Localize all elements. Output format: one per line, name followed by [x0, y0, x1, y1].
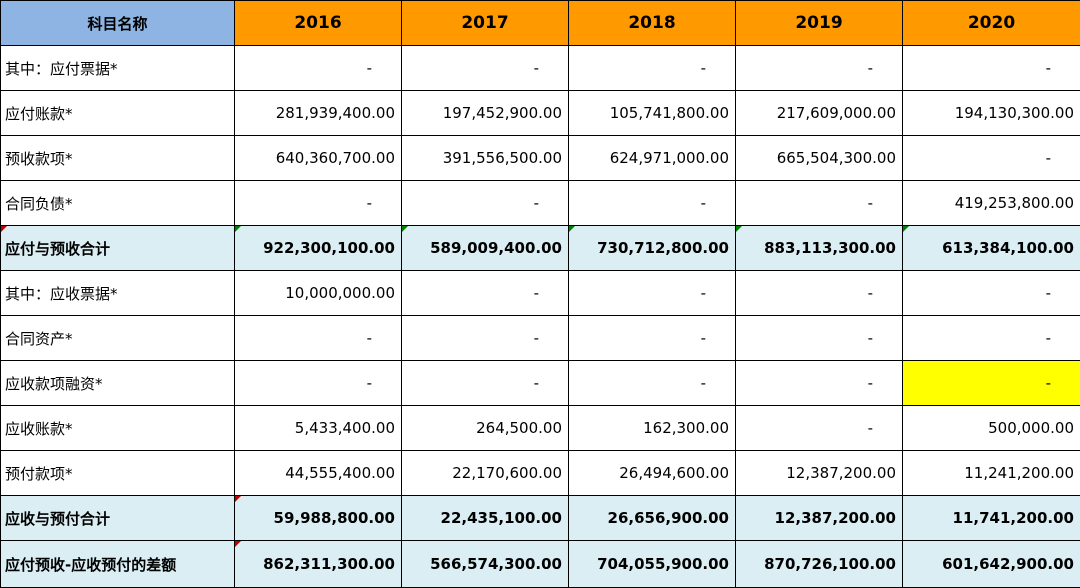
value-cell[interactable]: -: [903, 46, 1080, 91]
value-cell[interactable]: 601,642,900.00: [903, 541, 1080, 588]
header-year-2020[interactable]: 2020: [903, 1, 1080, 46]
header-year-2016[interactable]: 2016: [235, 1, 402, 46]
value-cell[interactable]: 640,360,700.00: [235, 136, 402, 181]
value-cell[interactable]: -: [402, 361, 569, 406]
value-cell[interactable]: 862,311,300.00: [235, 541, 402, 588]
value-cell[interactable]: -: [235, 46, 402, 91]
value-cell[interactable]: 26,656,900.00: [569, 496, 736, 541]
value-cell[interactable]: -: [402, 46, 569, 91]
value-cell[interactable]: -: [569, 271, 736, 316]
value-cell[interactable]: 624,971,000.00: [569, 136, 736, 181]
row-label-cell[interactable]: 其中：应付票据*: [1, 46, 235, 91]
table-row: 应收账款* 5,433,400.00 264,500.00 162,300.00…: [1, 406, 1080, 451]
row-label-cell[interactable]: 合同负债*: [1, 181, 235, 226]
value-cell[interactable]: 665,504,300.00: [736, 136, 903, 181]
value-cell[interactable]: 22,435,100.00: [402, 496, 569, 541]
value-cell[interactable]: -: [903, 271, 1080, 316]
value-cell[interactable]: -: [736, 406, 903, 451]
value-cell[interactable]: 613,384,100.00: [903, 226, 1080, 271]
value-cell[interactable]: 59,988,800.00: [235, 496, 402, 541]
value-cell[interactable]: 391,556,500.00: [402, 136, 569, 181]
header-year-2018[interactable]: 2018: [569, 1, 736, 46]
value-cell[interactable]: 162,300.00: [569, 406, 736, 451]
table-row: 应付账款* 281,939,400.00 197,452,900.00 105,…: [1, 91, 1080, 136]
highlighted-value-cell[interactable]: -: [903, 361, 1080, 406]
value-cell[interactable]: 281,939,400.00: [235, 91, 402, 136]
value-cell[interactable]: -: [736, 271, 903, 316]
value-cell[interactable]: -: [402, 271, 569, 316]
row-label-cell[interactable]: 应收与预付合计: [1, 496, 235, 541]
value-cell[interactable]: -: [569, 181, 736, 226]
value-cell[interactable]: 704,055,900.00: [569, 541, 736, 588]
value-cell[interactable]: 922,300,100.00: [235, 226, 402, 271]
table-row: 合同负债* - - - - 419,253,800.00: [1, 181, 1080, 226]
value-cell[interactable]: -: [569, 316, 736, 361]
value-cell[interactable]: 10,000,000.00: [235, 271, 402, 316]
row-label-cell[interactable]: 应付预收-应收预付的差额: [1, 541, 235, 588]
value-cell[interactable]: 11,241,200.00: [903, 451, 1080, 496]
header-year-2019[interactable]: 2019: [736, 1, 903, 46]
value-cell[interactable]: 26,494,600.00: [569, 451, 736, 496]
table-row: 其中：应收票据* 10,000,000.00 - - - -: [1, 271, 1080, 316]
table-row: 预收款项* 640,360,700.00 391,556,500.00 624,…: [1, 136, 1080, 181]
value-cell[interactable]: -: [736, 316, 903, 361]
value-cell[interactable]: 12,387,200.00: [736, 451, 903, 496]
header-year-2017[interactable]: 2017: [402, 1, 569, 46]
row-label-cell[interactable]: 应收款项融资*: [1, 361, 235, 406]
value-cell[interactable]: 11,741,200.00: [903, 496, 1080, 541]
table-row: 应收款项融资* - - - - -: [1, 361, 1080, 406]
row-label-cell[interactable]: 应收账款*: [1, 406, 235, 451]
row-label-cell[interactable]: 应付账款*: [1, 91, 235, 136]
table-row: 其中：应付票据* - - - - -: [1, 46, 1080, 91]
value-cell[interactable]: -: [235, 361, 402, 406]
value-cell[interactable]: -: [235, 316, 402, 361]
value-cell[interactable]: 264,500.00: [402, 406, 569, 451]
row-label-cell[interactable]: 预收款项*: [1, 136, 235, 181]
value-cell[interactable]: -: [402, 316, 569, 361]
value-cell[interactable]: 870,726,100.00: [736, 541, 903, 588]
value-cell[interactable]: -: [235, 181, 402, 226]
value-cell[interactable]: 44,555,400.00: [235, 451, 402, 496]
value-cell[interactable]: 22,170,600.00: [402, 451, 569, 496]
value-cell[interactable]: 730,712,800.00: [569, 226, 736, 271]
value-cell[interactable]: -: [903, 136, 1080, 181]
value-cell[interactable]: -: [736, 181, 903, 226]
value-cell[interactable]: -: [569, 361, 736, 406]
header-row: 科目名称 2016 2017 2018 2019 2020: [1, 1, 1080, 46]
value-cell[interactable]: 566,574,300.00: [402, 541, 569, 588]
value-cell[interactable]: 883,113,300.00: [736, 226, 903, 271]
value-cell[interactable]: 194,130,300.00: [903, 91, 1080, 136]
total-row-difference: 应付预收-应收预付的差额 862,311,300.00 566,574,300.…: [1, 541, 1080, 588]
row-label-cell[interactable]: 合同资产*: [1, 316, 235, 361]
table-row: 合同资产* - - - - -: [1, 316, 1080, 361]
value-cell[interactable]: 500,000.00: [903, 406, 1080, 451]
value-cell[interactable]: -: [736, 361, 903, 406]
row-label-cell[interactable]: 应付与预收合计: [1, 226, 235, 271]
table-row: 预付款项* 44,555,400.00 22,170,600.00 26,494…: [1, 451, 1080, 496]
value-cell[interactable]: 589,009,400.00: [402, 226, 569, 271]
value-cell[interactable]: -: [736, 46, 903, 91]
value-cell[interactable]: -: [569, 46, 736, 91]
value-cell[interactable]: 12,387,200.00: [736, 496, 903, 541]
header-label-cell[interactable]: 科目名称: [1, 1, 235, 46]
value-cell[interactable]: 419,253,800.00: [903, 181, 1080, 226]
value-cell[interactable]: -: [402, 181, 569, 226]
total-row-payables: 应付与预收合计 922,300,100.00 589,009,400.00 73…: [1, 226, 1080, 271]
row-label-cell[interactable]: 预付款项*: [1, 451, 235, 496]
value-cell[interactable]: 5,433,400.00: [235, 406, 402, 451]
total-row-receivables: 应收与预付合计 59,988,800.00 22,435,100.00 26,6…: [1, 496, 1080, 541]
value-cell[interactable]: 217,609,000.00: [736, 91, 903, 136]
row-label-cell[interactable]: 其中：应收票据*: [1, 271, 235, 316]
value-cell[interactable]: 197,452,900.00: [402, 91, 569, 136]
value-cell[interactable]: 105,741,800.00: [569, 91, 736, 136]
value-cell[interactable]: -: [903, 316, 1080, 361]
